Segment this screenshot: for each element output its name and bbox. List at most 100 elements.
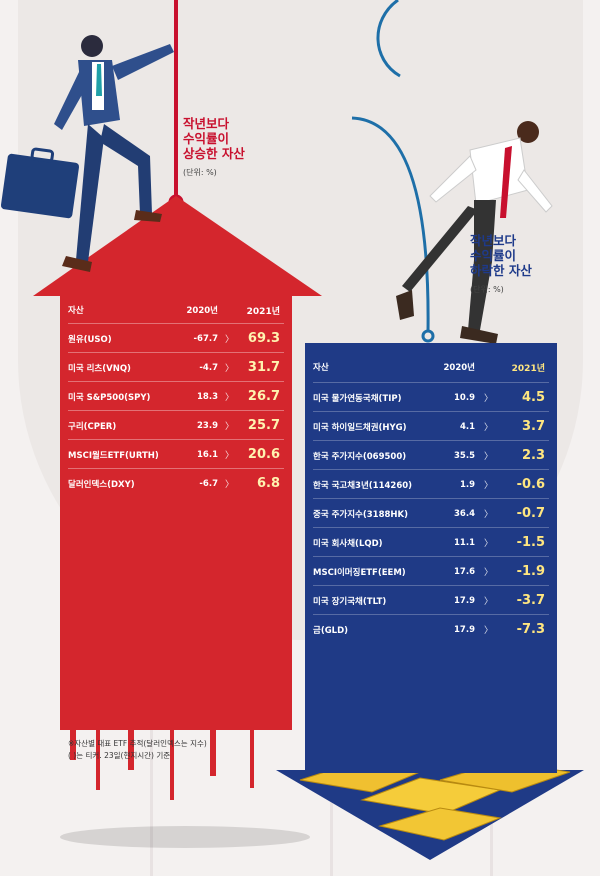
table-row: 미국 하이일드채권(HYG) 4.1 〉 3.7 bbox=[305, 412, 557, 441]
cut-rope-top bbox=[376, 0, 401, 78]
red-drips bbox=[70, 730, 254, 800]
down-table-header: 자산 2020년 2021년 bbox=[305, 357, 557, 377]
arrow-glyph: 〉 bbox=[224, 335, 234, 345]
footnote-line: ※자산별 대표 ETF 추적(달러인덱스는 지수) bbox=[68, 739, 207, 748]
asset-name: 한국 국고채3년(114260) bbox=[313, 480, 413, 491]
value-2020: 16.1 bbox=[197, 449, 218, 460]
down-title-line: 하락한 자산 bbox=[470, 263, 532, 278]
row-separator bbox=[313, 469, 549, 470]
value-2021: 4.5 bbox=[521, 390, 545, 405]
asset-name: 미국 리츠(VNQ) bbox=[68, 363, 131, 374]
arrow-glyph: 〉 bbox=[483, 510, 493, 520]
row-separator bbox=[313, 440, 549, 441]
value-2021: 6.8 bbox=[256, 476, 280, 491]
down-title-line: 작년보다 bbox=[470, 233, 517, 248]
header-asset: 자산 bbox=[68, 306, 84, 316]
asset-name: 원유(USO) bbox=[68, 334, 112, 345]
value-2020: 11.1 bbox=[454, 537, 475, 548]
value-2020: 4.1 bbox=[459, 421, 475, 432]
row-separator bbox=[313, 556, 549, 557]
table-row: 한국 국고채3년(114260) 1.9 〉 -0.6 bbox=[305, 470, 557, 499]
up-title: 작년보다 수익률이 상승한 자산 (단위: %) bbox=[183, 116, 245, 180]
up-title-line: 수익률이 bbox=[183, 131, 230, 146]
row-separator bbox=[68, 381, 284, 382]
table-row: 한국 주가지수(069500) 35.5 〉 2.3 bbox=[305, 441, 557, 470]
value-2021: 26.7 bbox=[247, 389, 280, 404]
table-row: MSCI월드ETF(URTH) 16.1 〉 20.6 bbox=[60, 440, 292, 469]
asset-name: 미국 S&P500(SPY) bbox=[68, 392, 151, 403]
asset-name: MSCI월드ETF(URTH) bbox=[68, 450, 159, 461]
asset-name: 중국 주가지수(3188HK) bbox=[313, 509, 409, 520]
row-separator bbox=[313, 585, 549, 586]
row-separator bbox=[68, 352, 284, 353]
asset-name: 달러인덱스(DXY) bbox=[68, 479, 135, 490]
table-row: 구리(CPER) 23.9 〉 25.7 bbox=[60, 411, 292, 440]
arrow-glyph: 〉 bbox=[483, 481, 493, 491]
value-2021: -7.3 bbox=[516, 622, 545, 637]
value-2021: -1.5 bbox=[516, 535, 545, 550]
asset-name: 금(GLD) bbox=[313, 625, 349, 636]
up-unit: (단위: %) bbox=[183, 168, 217, 177]
value-2021: 31.7 bbox=[247, 360, 280, 375]
header-2020: 2020년 bbox=[443, 363, 475, 373]
value-2021: 3.7 bbox=[521, 419, 545, 434]
footnote-line: ( )는 티커. 23일(현지시간) 기준 bbox=[68, 751, 171, 760]
climbing-man-icon bbox=[54, 35, 174, 272]
asset-name: 미국 하이일드채권(HYG) bbox=[313, 422, 407, 433]
table-row: 원유(USO) -67.7 〉 69.3 bbox=[60, 324, 292, 353]
value-2020: -67.7 bbox=[193, 333, 219, 344]
asset-name: MSCI이머징ETF(EEM) bbox=[313, 567, 406, 578]
falling-man-icon bbox=[396, 121, 553, 344]
arrow-glyph: 〉 bbox=[483, 394, 493, 404]
value-2021: 25.7 bbox=[247, 418, 280, 433]
table-row: MSCI이머징ETF(EEM) 17.6 〉 -1.9 bbox=[305, 557, 557, 586]
value-2021: -0.7 bbox=[516, 506, 545, 521]
arrow-glyph: 〉 bbox=[483, 597, 493, 607]
header-asset: 자산 bbox=[313, 363, 329, 373]
header-2021: 2021년 bbox=[246, 306, 280, 317]
table-row: 금(GLD) 17.9 〉 -7.3 bbox=[305, 615, 557, 644]
value-2020: -6.7 bbox=[199, 478, 218, 489]
value-2020: 17.9 bbox=[454, 624, 475, 635]
down-unit: (단위: %) bbox=[470, 285, 504, 294]
table-row: 미국 장기국채(TLT) 17.9 〉 -3.7 bbox=[305, 586, 557, 615]
footnote: ※자산별 대표 ETF 추적(달러인덱스는 지수) ( )는 티커. 23일(현… bbox=[68, 738, 207, 762]
header-2021: 2021년 bbox=[511, 363, 545, 374]
up-table-header: 자산 2020년 2021년 bbox=[60, 300, 292, 320]
table-row: 미국 리츠(VNQ) -4.7 〉 31.7 bbox=[60, 353, 292, 382]
asset-name: 미국 물가연동국채(TIP) bbox=[313, 393, 402, 404]
table-row: 미국 S&P500(SPY) 18.3 〉 26.7 bbox=[60, 382, 292, 411]
down-title: 작년보다 수익률이 하락한 자산 (단위: %) bbox=[470, 233, 532, 297]
value-2020: 10.9 bbox=[454, 392, 475, 403]
up-title-line: 작년보다 bbox=[183, 116, 230, 131]
table-row: 중국 주가지수(3188HK) 36.4 〉 -0.7 bbox=[305, 499, 557, 528]
value-2021: 20.6 bbox=[247, 447, 280, 462]
ground-shadow bbox=[60, 826, 310, 848]
row-separator bbox=[313, 614, 549, 615]
value-2020: 36.4 bbox=[454, 508, 475, 519]
asset-name: 구리(CPER) bbox=[68, 421, 117, 432]
row-separator bbox=[313, 498, 549, 499]
row-separator bbox=[68, 468, 284, 469]
arrow-glyph: 〉 bbox=[224, 393, 234, 403]
asset-name: 미국 장기국채(TLT) bbox=[313, 596, 387, 607]
up-title-line: 상승한 자산 bbox=[183, 146, 245, 161]
down-title-line: 수익률이 bbox=[470, 248, 517, 263]
value-2021: 2.3 bbox=[521, 448, 545, 463]
value-2020: -4.7 bbox=[199, 362, 218, 373]
table-row: 미국 물가연동국채(TIP) 10.9 〉 4.5 bbox=[305, 383, 557, 412]
row-separator bbox=[68, 410, 284, 411]
down-table: 자산 2020년 2021년 미국 물가연동국채(TIP) 10.9 〉 4.5 미국 … bbox=[305, 343, 557, 773]
row-separator bbox=[313, 382, 549, 383]
asset-name: 한국 주가지수(069500) bbox=[313, 451, 407, 462]
value-2020: 18.3 bbox=[197, 391, 218, 402]
value-2021: -0.6 bbox=[516, 477, 545, 492]
value-2021: 69.3 bbox=[247, 331, 280, 346]
arrow-glyph: 〉 bbox=[483, 452, 493, 462]
row-separator bbox=[68, 323, 284, 324]
value-2021: -3.7 bbox=[516, 593, 545, 608]
arrow-glyph: 〉 bbox=[224, 422, 234, 432]
value-2020: 35.5 bbox=[454, 450, 475, 461]
row-separator bbox=[313, 527, 549, 528]
